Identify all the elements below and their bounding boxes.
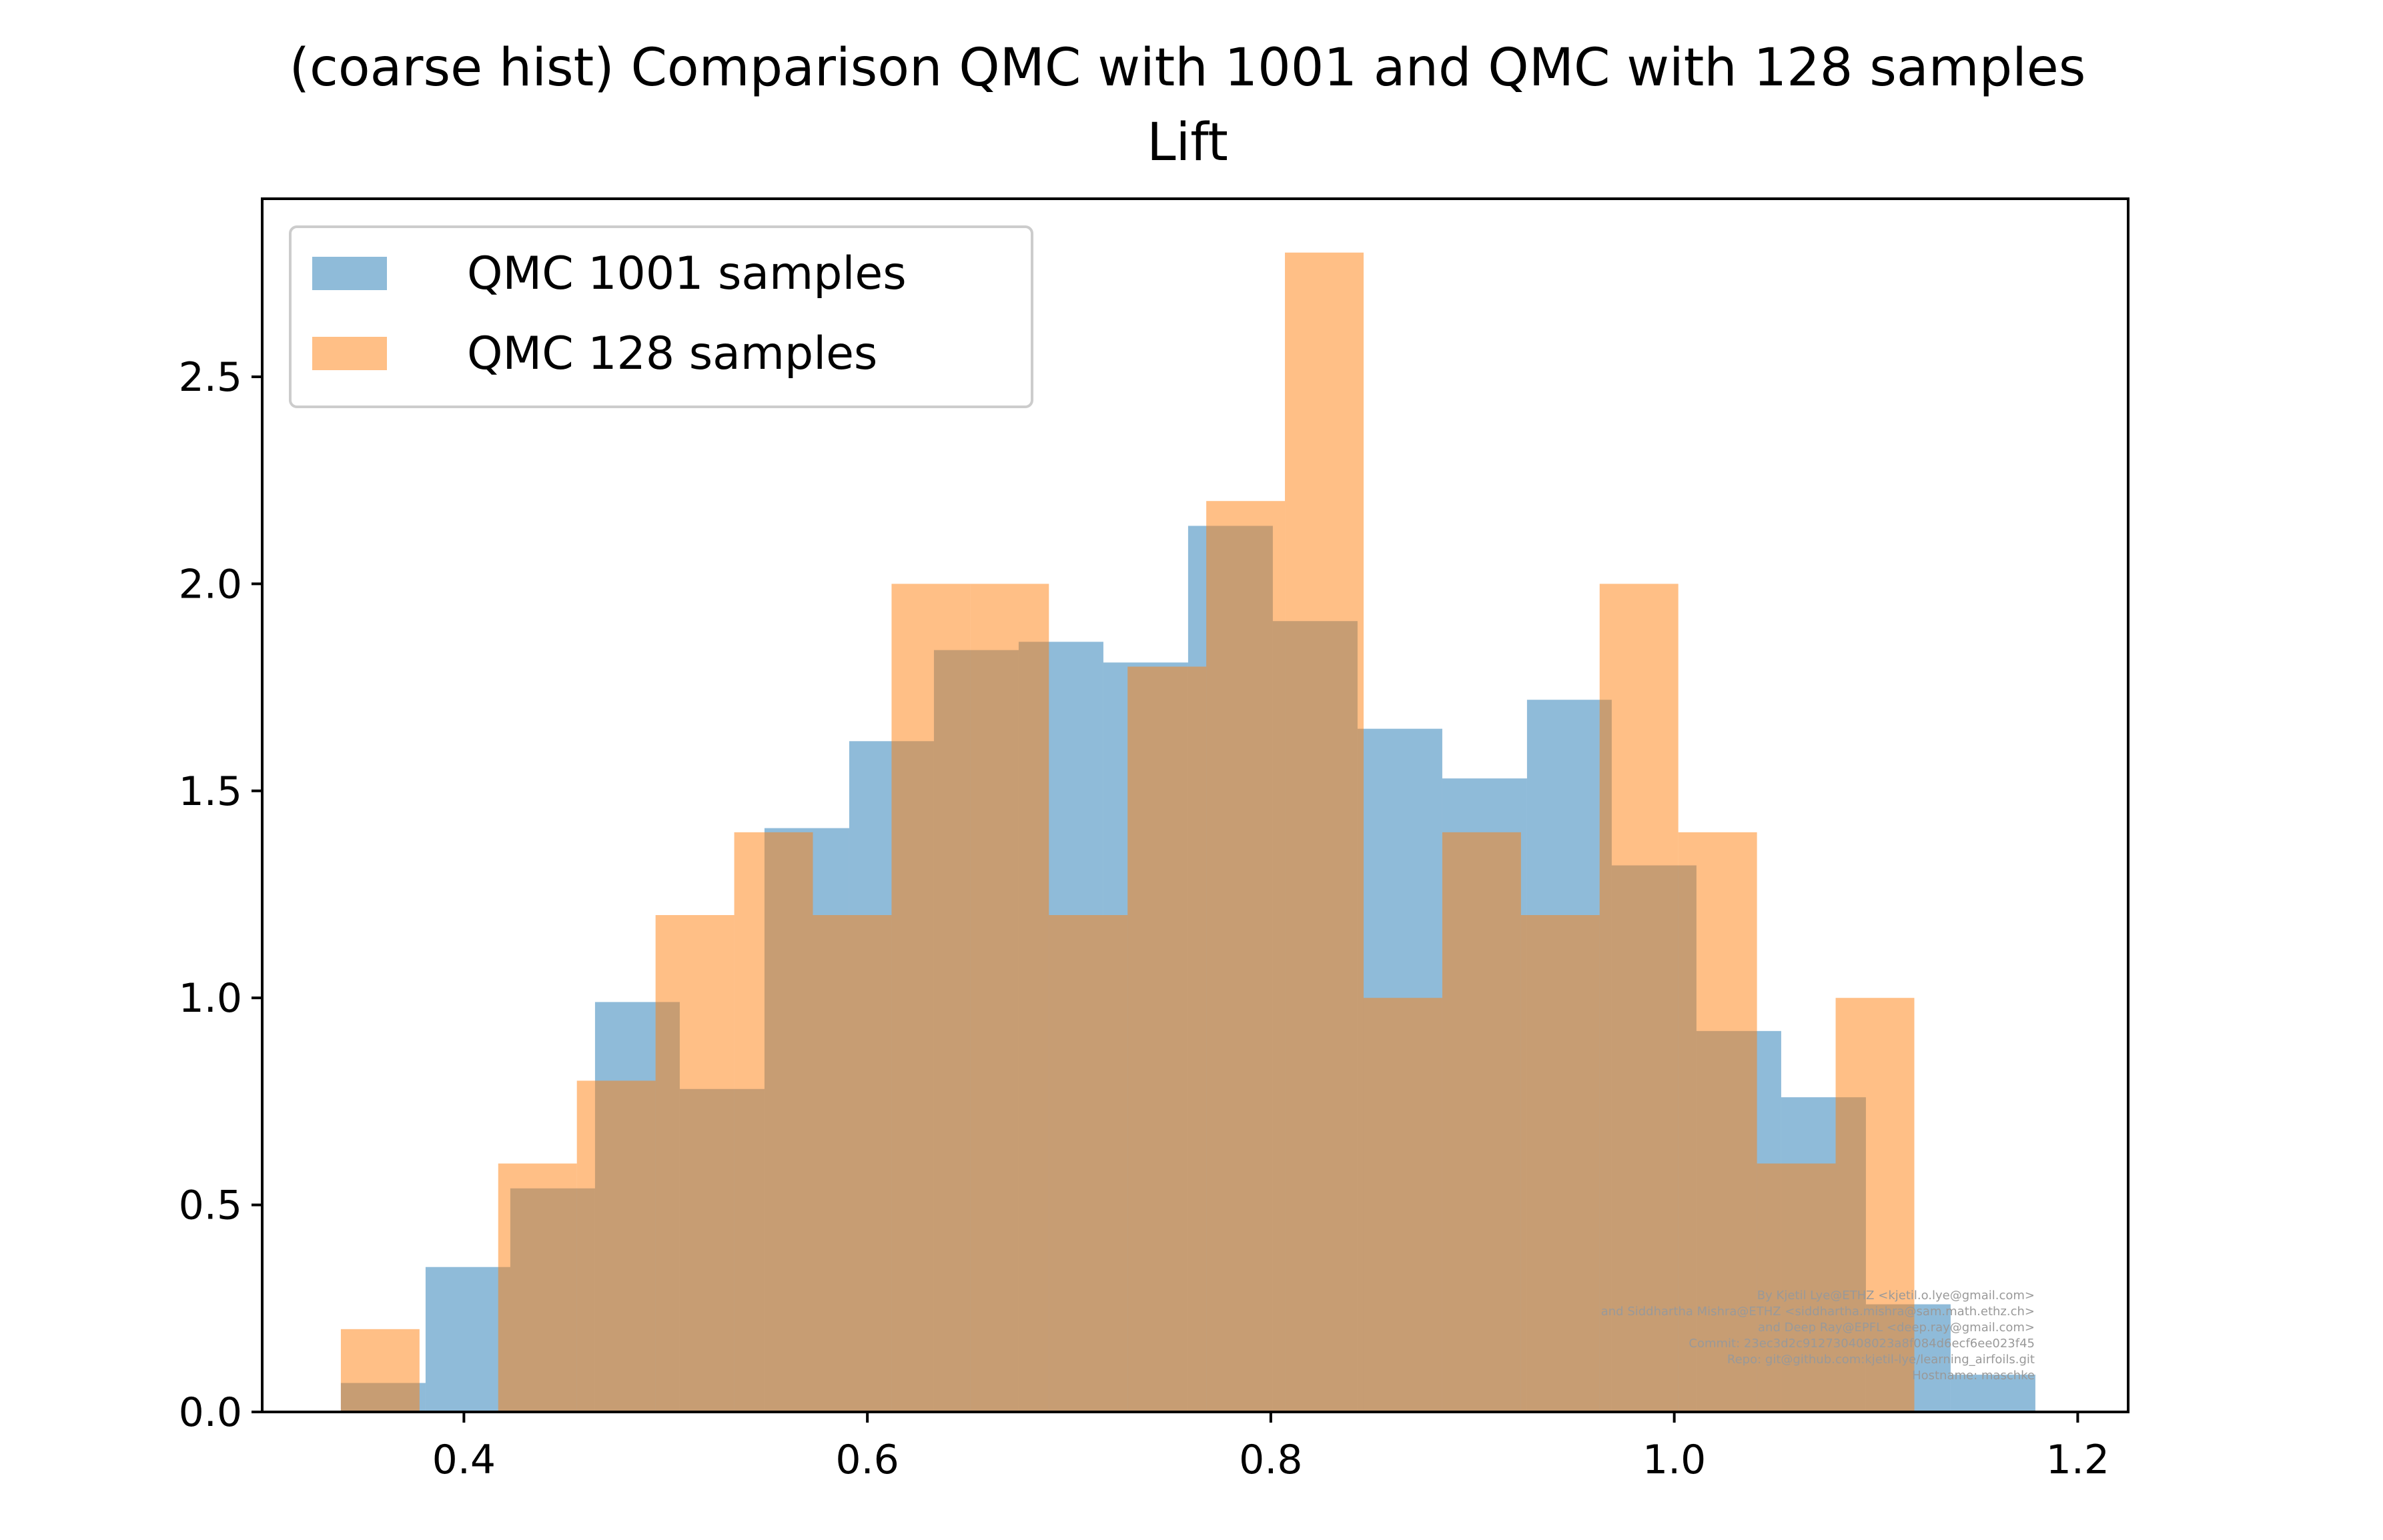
watermark-line: By Kjetil Lye@ETHZ <kjetil.o.lye@gmail.c… <box>1757 1289 2035 1303</box>
legend-swatch-qmc-1001 <box>312 257 387 290</box>
legend-label-qmc-1001: QMC 1001 samples <box>467 247 907 300</box>
watermark-line: and Deep Ray@EPFL <deep.ray@gmail.com> <box>1758 1321 2035 1335</box>
axes: 0.4 0.6 0.8 1.0 1.2 0.0 0.5 1.0 1.5 2.0 2.5 <box>179 197 2129 1483</box>
series-1 <box>340 252 1915 1412</box>
bar-series1-bin17 <box>1678 832 1757 1412</box>
y-tick-label: 2.5 <box>179 354 242 401</box>
x-tick-label: 1.2 <box>2046 1437 2109 1483</box>
y-tick-label: 1.0 <box>179 975 242 1022</box>
bar-series1-bin0 <box>340 1329 420 1412</box>
watermark-line: and Siddhartha Mishra@ETHZ <siddhartha.m… <box>1601 1305 2035 1319</box>
bar-series1-bin9 <box>1049 915 1128 1412</box>
plot-frame <box>261 197 2129 1413</box>
bar-series1-bin2 <box>498 1163 577 1412</box>
bar-series1-bin12 <box>1285 252 1364 1412</box>
bars-layer <box>340 252 2035 1413</box>
legend-frame <box>289 225 1033 408</box>
bar-series1-bin10 <box>1127 666 1207 1412</box>
legend-swatch-qmc-128 <box>312 337 387 370</box>
bar-series1-bin16 <box>1599 584 1679 1412</box>
y-tick-label: 0.0 <box>179 1389 242 1436</box>
y-tick-label: 0.5 <box>179 1183 242 1229</box>
legend-label-qmc-128: QMC 128 samples <box>467 327 877 380</box>
bar-series1-bin5 <box>734 832 813 1412</box>
bar-series1-bin7 <box>891 584 971 1412</box>
watermark: By Kjetil Lye@ETHZ <kjetil.o.lye@gmail.c… <box>1601 1289 2035 1383</box>
watermark-line: Repo: git@github.com:kjetil-lye/learning… <box>1727 1353 2035 1367</box>
bar-series1-bin19 <box>1835 998 1915 1412</box>
bar-series1-bin18 <box>1757 1163 1836 1412</box>
watermark-line: Hostname: maschke <box>1912 1369 2035 1383</box>
chart-subtitle: Lift <box>1147 113 1228 173</box>
y-tick-label: 2.0 <box>179 561 242 608</box>
x-tick-label: 1.0 <box>1642 1437 1706 1483</box>
bar-series1-bin15 <box>1520 915 1600 1412</box>
bar-series1-bin8 <box>970 584 1049 1412</box>
y-tick-label: 1.5 <box>179 768 242 815</box>
legend: QMC 1001 samples QMC 128 samples <box>289 225 1033 408</box>
bar-series1-bin14 <box>1442 832 1521 1412</box>
bar-series1-bin3 <box>576 1080 656 1412</box>
bar-series0-bin19 <box>1950 1375 2035 1412</box>
bar-series1-bin4 <box>655 915 735 1412</box>
bar-series0-bin1 <box>425 1267 510 1412</box>
bar-series1-bin13 <box>1363 998 1442 1412</box>
bar-series1-bin6 <box>813 915 892 1412</box>
chart-title: (coarse hist) Comparison QMC with 1001 a… <box>290 38 2086 98</box>
x-tick-label: 0.6 <box>835 1437 899 1483</box>
x-tick-label: 0.8 <box>1239 1437 1302 1483</box>
bar-series1-bin11 <box>1206 501 1286 1412</box>
x-tick-label: 0.4 <box>432 1437 496 1483</box>
watermark-line: Commit: 23ec3d2c912730408023a8f084d6ecf6… <box>1689 1337 2035 1351</box>
